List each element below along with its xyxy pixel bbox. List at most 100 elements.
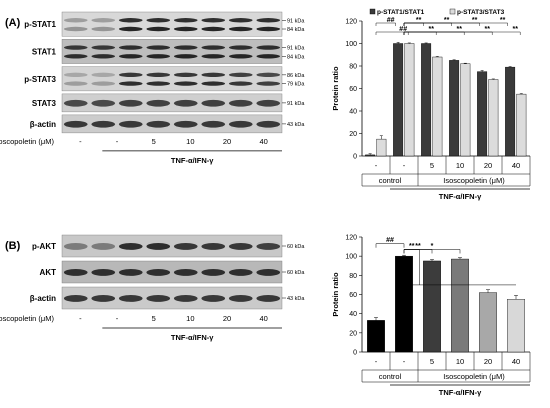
blot-band	[63, 243, 88, 250]
blot-band	[201, 243, 226, 250]
significance-bracket	[375, 243, 405, 248]
blot-label: p-STAT3	[24, 75, 56, 84]
bar	[376, 138, 387, 157]
legend-label: p-STAT3/STAT3	[457, 9, 505, 16]
blot-band	[91, 54, 116, 59]
blot-band	[256, 269, 281, 276]
blot-band	[146, 269, 171, 276]
significance-bracket	[375, 22, 396, 26]
significance-bracket	[403, 22, 508, 26]
significance-mark: **	[456, 26, 462, 33]
blots-panel-a: p-STAT1 91 kDa 84 kDa STAT1 91 kDa 84 kDa p-ST…	[0, 11, 305, 165]
blot-band	[228, 18, 253, 23]
x-axis-title: TNF-α/IFN-γ	[439, 388, 482, 397]
blot-band	[256, 99, 281, 107]
y-axis-title: Protein ratio	[331, 272, 340, 317]
kda-label: 91 kDa	[287, 101, 305, 107]
x-tick-label: 20	[484, 357, 492, 366]
significance-bracket	[403, 31, 521, 35]
blot-band	[228, 72, 253, 78]
lane-label: -	[79, 137, 82, 146]
blot-band	[63, 81, 88, 86]
blot-band	[256, 295, 281, 302]
blot-band	[228, 99, 253, 107]
blot-band	[118, 54, 143, 59]
blot-band	[91, 72, 116, 78]
significance-mark: ##	[387, 17, 395, 24]
bar	[432, 56, 443, 157]
significance-mark: **	[428, 26, 434, 33]
significance-mark: **	[512, 26, 518, 33]
isoscopoletin-row-label: Isoscopoletin (μM)	[0, 137, 54, 146]
x-tick-label: 40	[512, 161, 520, 170]
blot-band	[146, 99, 171, 107]
y-tick-label: 80	[349, 64, 357, 71]
significance-mark: ##	[399, 26, 407, 33]
significance-mark: **	[500, 17, 506, 24]
isoscopoletin-row-label: Isoscopoletin (μM)	[0, 314, 54, 323]
blot-band	[228, 295, 253, 302]
blot-label: STAT3	[32, 99, 57, 108]
bar	[516, 93, 527, 157]
kda-label: 60 kDa	[287, 270, 305, 276]
kda-label: 43 kDa	[287, 122, 305, 128]
bar	[488, 79, 499, 157]
blot-strip	[61, 39, 283, 64]
blot-band	[91, 45, 116, 50]
group-label-isoscopoletin: Isoscopoletin (μM)	[443, 372, 505, 381]
blot-band	[146, 243, 171, 250]
bar	[393, 43, 404, 157]
kda-label: 84 kDa	[287, 54, 305, 60]
significance-bracket	[403, 31, 493, 35]
blot-band	[118, 81, 143, 86]
kda-label: 86 kDa	[287, 73, 305, 79]
bar	[365, 154, 376, 157]
blot-band	[228, 26, 253, 32]
blot-band	[228, 45, 253, 50]
blot-band	[228, 243, 253, 250]
blot-band	[173, 243, 198, 250]
blot-band	[228, 269, 253, 276]
x-tick-label: 5	[430, 357, 434, 366]
blot-band	[91, 243, 116, 250]
blot-band	[118, 26, 143, 32]
kda-label: 91 kDa	[287, 18, 305, 24]
blot-band	[146, 295, 171, 302]
blot-band	[173, 120, 198, 128]
blot-band	[173, 18, 198, 23]
y-tick-label: 0	[353, 350, 357, 357]
blot-band	[118, 269, 143, 276]
blot-band	[118, 295, 143, 302]
bar	[477, 71, 488, 157]
significance-bracket	[375, 31, 409, 35]
y-tick-label: 20	[349, 131, 357, 138]
lane-label: -	[79, 314, 82, 323]
bar	[421, 43, 432, 157]
bar	[423, 260, 441, 353]
blot-band	[173, 81, 198, 86]
blot-band	[173, 72, 198, 78]
significance-mark: **	[416, 17, 422, 24]
x-tick-label: -	[375, 357, 378, 366]
x-tick-label: -	[375, 161, 378, 170]
blot-band	[91, 120, 116, 128]
x-tick-label: 5	[430, 161, 434, 170]
blot-band	[91, 26, 116, 32]
blot-band	[256, 243, 281, 250]
blot-band	[173, 295, 198, 302]
blot-band	[146, 18, 171, 23]
x-tick-label: 40	[512, 357, 520, 366]
lane-label: 5	[152, 314, 156, 323]
lane-label: -	[116, 314, 119, 323]
blot-band	[146, 26, 171, 32]
x-tick-label: -	[403, 161, 406, 170]
blot-band	[173, 269, 198, 276]
blot-band	[201, 269, 226, 276]
blot-band	[201, 26, 226, 32]
blot-band	[228, 81, 253, 86]
blot-band	[228, 54, 253, 59]
y-tick-label: 100	[345, 41, 357, 48]
x-tick-label: 10	[456, 161, 464, 170]
blots-panel-b: p-AKT 60 kDa AKT 60 kDa β-actin 43 kDa Isoscop…	[0, 234, 305, 342]
